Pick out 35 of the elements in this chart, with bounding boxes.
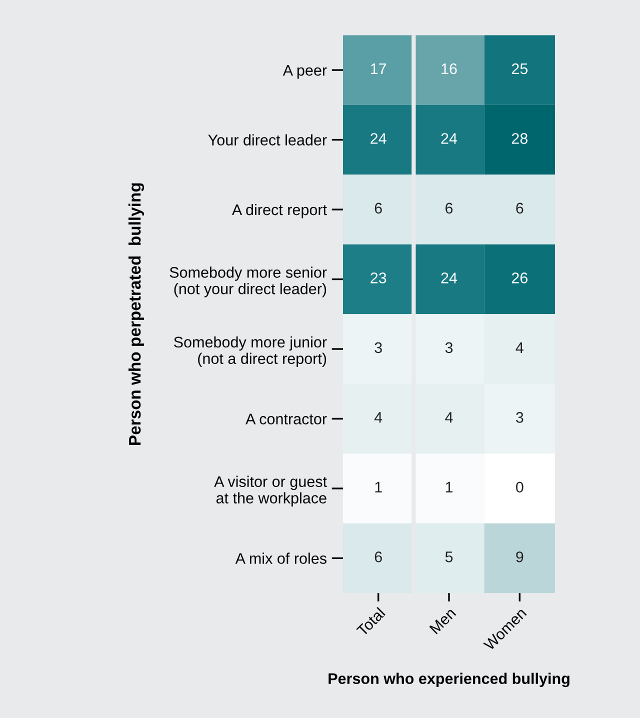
data-label: 6: [446, 202, 453, 214]
y-tick-label: Your direct leader: [208, 134, 327, 146]
x-axis-title: Person who experienced bullying: [328, 672, 570, 688]
data-label: 0: [516, 482, 524, 493]
data-label: 4: [374, 412, 382, 423]
y-axis-title: Person who perpetrated bullying: [128, 183, 144, 445]
y-tick-label: A contractor: [246, 414, 327, 424]
y-tick-label: A visitor or guest at the workplace: [214, 476, 327, 507]
data-label: 16: [442, 63, 457, 74]
data-label: 25: [512, 63, 528, 74]
y-tick-label: Somebody more junior (not a direct report): [174, 336, 327, 368]
data-label: 26: [512, 272, 528, 284]
data-label: 6: [374, 551, 382, 562]
y-tick-label: A direct report: [232, 204, 327, 218]
data-label: 1: [375, 482, 382, 492]
data-label: 28: [512, 133, 528, 144]
data-label: 4: [516, 342, 524, 353]
data-label: 24: [441, 133, 458, 144]
x-tick-label: Men: [429, 607, 456, 634]
data-label: 9: [516, 551, 524, 562]
data-label: 24: [441, 272, 458, 284]
data-label: 6: [374, 202, 382, 214]
data-label: 6: [516, 202, 524, 214]
data-label: 3: [516, 412, 524, 423]
y-tick-label: Somebody more senior (not your direct leader): [170, 266, 327, 298]
data-label: 17: [371, 63, 386, 74]
y-tick-label: A peer: [282, 65, 327, 79]
data-label: 5: [445, 552, 453, 562]
y-tick-label: A mix of roles: [235, 552, 326, 564]
data-label: 3: [374, 342, 382, 354]
data-label: 3: [445, 342, 453, 354]
data-label: 23: [370, 272, 386, 284]
data-label: 4: [445, 412, 453, 423]
data-label: 24: [370, 133, 386, 144]
data-label: 1: [446, 482, 453, 492]
